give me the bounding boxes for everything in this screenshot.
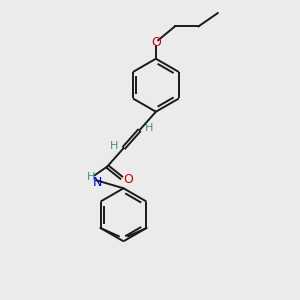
Text: O: O xyxy=(123,173,133,186)
Text: N: N xyxy=(93,176,102,189)
Text: H: H xyxy=(110,141,118,151)
Text: H: H xyxy=(87,172,95,182)
Text: H: H xyxy=(145,123,153,133)
Text: O: O xyxy=(151,36,161,49)
